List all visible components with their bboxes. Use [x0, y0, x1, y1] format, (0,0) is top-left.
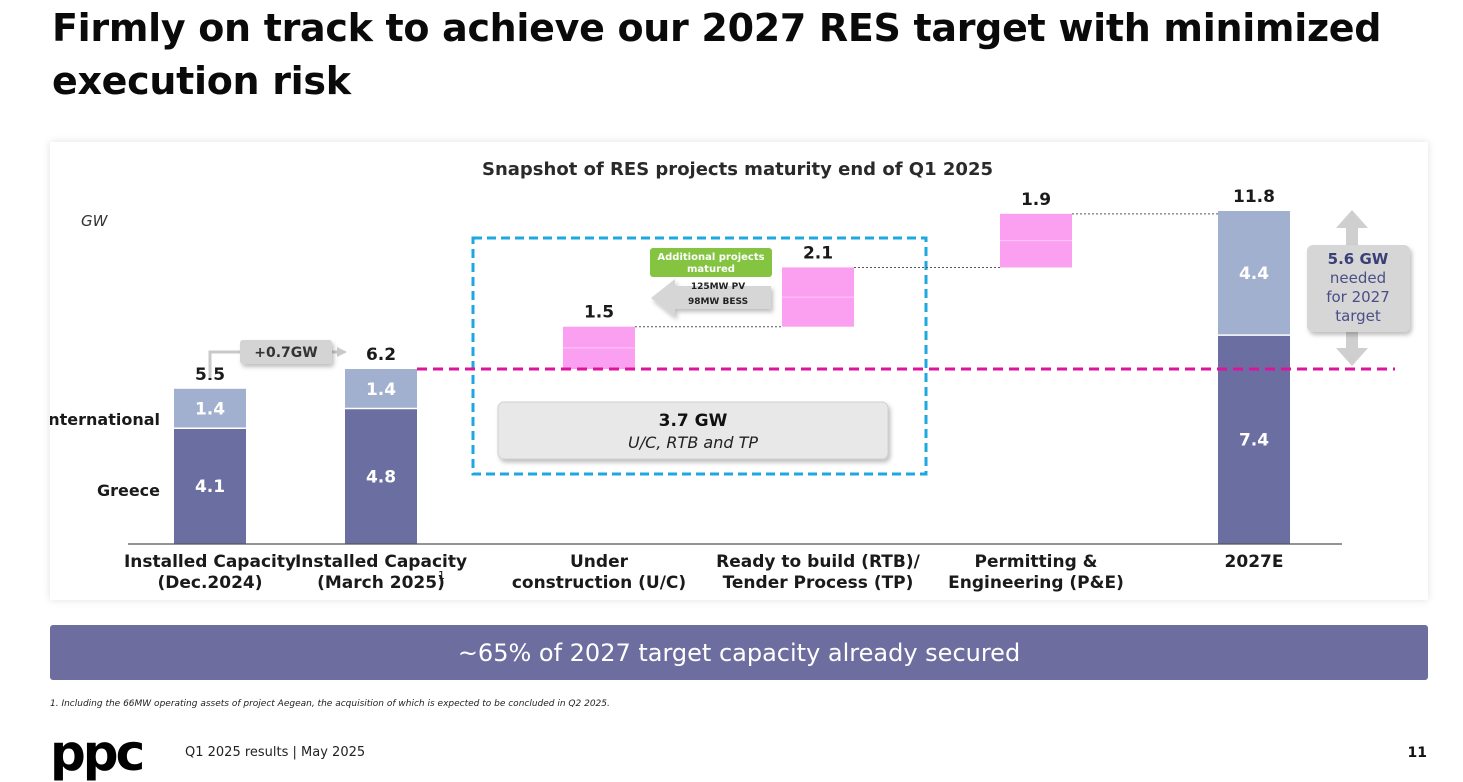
ppc-logo: ppc: [50, 724, 145, 782]
matured-tag-text: matured: [687, 264, 735, 275]
page-number: 11: [1407, 745, 1427, 761]
stack-label-greece: Greece: [97, 481, 160, 500]
gap-value: 5.6 GW: [1328, 250, 1389, 268]
secured-callout: [497, 401, 889, 460]
x-tick-label: 2027E: [1225, 552, 1284, 572]
matured-detail: 98MW BESS: [688, 297, 748, 307]
summary-banner: ~65% of 2027 target capacity already sec…: [50, 625, 1428, 680]
footnote: 1. Including the 66MW operating assets o…: [50, 699, 610, 709]
growth-label: +0.7GW: [254, 345, 317, 361]
chart-title: Snapshot of RES projects maturity end of…: [482, 159, 993, 180]
data-label-greece: 4.8: [366, 467, 396, 487]
banner-text: ~65% of 2027 target capacity already sec…: [457, 638, 1021, 667]
chart-panel: Snapshot of RES projects maturity end of…: [50, 142, 1428, 600]
footnote-marker: 1: [438, 569, 445, 582]
gap-text: needed: [1330, 269, 1386, 287]
footer-text: Q1 2025 results | May 2025: [185, 745, 366, 760]
data-label-international: 1.4: [195, 400, 225, 420]
page-title: Firmly on track to achieve our 2027 RES …: [52, 6, 1382, 103]
x-tick-label: Tender Process (TP): [723, 573, 914, 593]
secured-group-box: [471, 236, 928, 476]
data-label-international: 1.4: [366, 380, 396, 400]
matured-arrow-shape: [651, 279, 771, 317]
data-label-total: 2.1: [803, 243, 833, 263]
x-tick-label: Ready to build (RTB)/: [716, 552, 920, 572]
bar-greece: [345, 408, 417, 544]
gap-callout: [1307, 245, 1410, 332]
data-label-total: 11.8: [1233, 187, 1275, 207]
data-label-greece: 7.4: [1239, 431, 1269, 451]
bar-international: [1218, 211, 1290, 336]
data-label-greece: 4.1: [195, 477, 225, 497]
matured-detail: 125MW PV: [691, 282, 745, 292]
y-axis-label: GW: [81, 212, 109, 230]
gap-text: for 2027: [1326, 288, 1390, 306]
bar-international: [174, 388, 246, 429]
matured-tag-text: Additional projects: [657, 252, 764, 263]
secured-value: 3.7 GW: [659, 411, 728, 431]
data-label-total: 6.2: [366, 345, 396, 365]
data-label-total: 1.9: [1021, 190, 1051, 210]
growth-pill: [240, 340, 332, 364]
gap-text: target: [1335, 307, 1381, 325]
x-tick-label: (Dec.2024): [157, 573, 262, 593]
x-tick-label: Permitting &: [974, 552, 1097, 572]
bar-international: [345, 369, 417, 409]
data-label-total: 1.5: [584, 303, 614, 323]
stack-label-international: International: [50, 410, 160, 429]
waterfall-chart: Snapshot of RES projects maturity end of…: [50, 159, 1410, 593]
x-tick-label: Engineering (P&E): [948, 573, 1124, 593]
x-tick-label: Under: [570, 552, 629, 572]
bar-greece: [174, 428, 246, 544]
data-label-international: 4.4: [1239, 264, 1269, 284]
x-tick-label: Installed Capacity: [124, 552, 296, 572]
secured-text: U/C, RTB and TP: [628, 433, 758, 452]
x-tick-label: Installed Capacity: [295, 552, 467, 572]
x-tick-label: construction (U/C): [512, 573, 686, 593]
matured-tag: [650, 248, 772, 277]
x-tick-label: (March 2025): [317, 573, 445, 593]
